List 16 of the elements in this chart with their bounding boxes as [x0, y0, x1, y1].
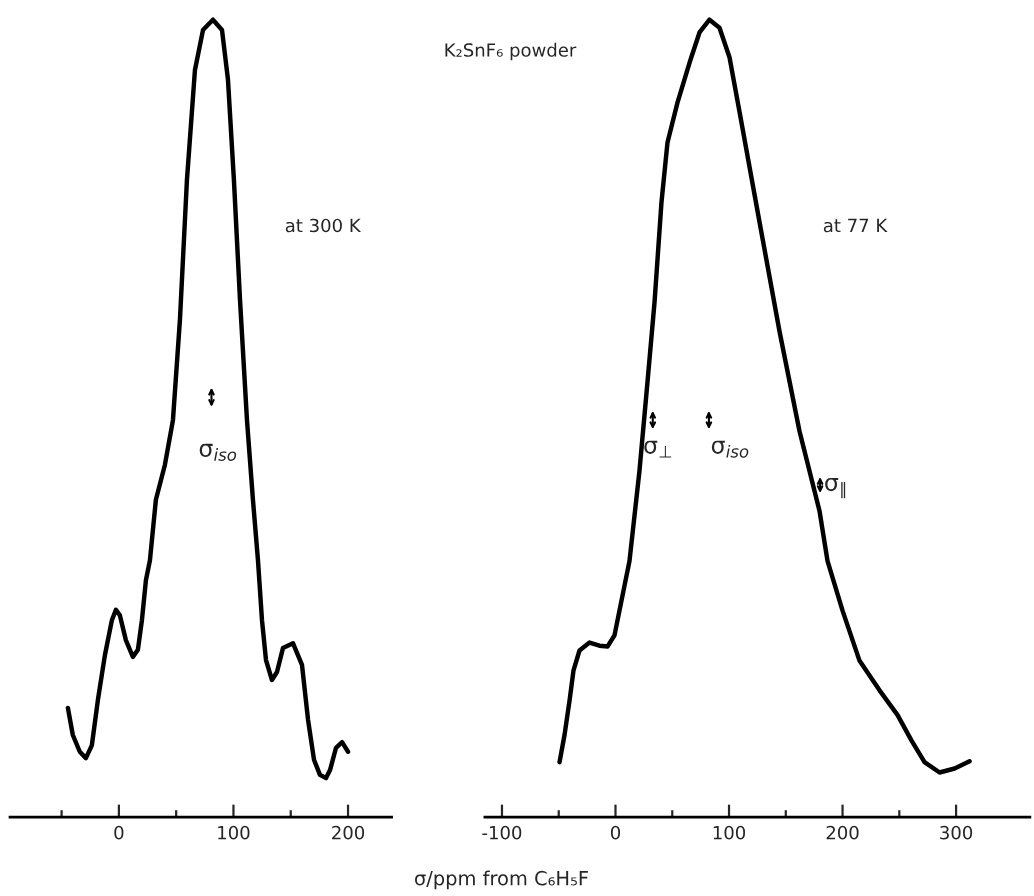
x-tick-label: 300: [940, 825, 973, 840]
annotation: σ$_{∥}$: [825, 477, 846, 499]
x-tick-label: 100: [218, 825, 250, 840]
x-tick-label: 0: [114, 825, 124, 840]
x-tick-label: 0: [610, 825, 621, 840]
x-tick-label: -100: [482, 825, 522, 840]
x-tick-label: 200: [332, 825, 365, 840]
x-axis-title: σ/ppm from C₆H₅F: [415, 870, 588, 890]
annotation: σ$_{iso}$: [711, 440, 749, 458]
annotation: at 300 K: [285, 218, 362, 233]
annotation: at 77 K: [823, 218, 888, 233]
x-tick-label: 100: [713, 825, 746, 840]
annotation: σ$_{⊥}$: [644, 440, 672, 458]
x-tick-label: 200: [826, 825, 859, 840]
annotation: σ$_{iso}$: [199, 443, 237, 461]
text: K₂SnF₆ powder: [445, 42, 577, 61]
